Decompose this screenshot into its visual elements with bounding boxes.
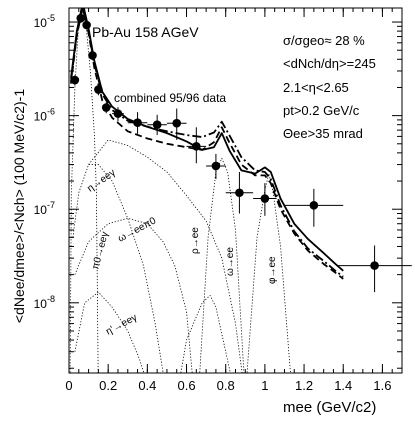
curve-dotted-6 — [74, 291, 145, 373]
y-tick-label: 10-5 — [34, 13, 55, 30]
omega-label: ω→ee — [225, 247, 236, 276]
pt-cut-label: pt>0.2 GeV/c — [283, 103, 360, 118]
x-tick-label: 1 — [261, 378, 268, 393]
phi-label: φ→ee — [267, 256, 278, 284]
curve-solid-0 — [70, 8, 344, 272]
multiplicity-label: <dNch/dη>=245 — [283, 56, 376, 71]
curve-dotted-9 — [199, 157, 245, 373]
curve-dotted-10 — [246, 173, 291, 373]
x-tick-label: 0.8 — [217, 378, 235, 393]
x-tick-label: 1.4 — [334, 378, 352, 393]
data-point — [101, 102, 111, 114]
x-axis-label: mee (GeV/c2) — [283, 399, 376, 416]
data-point — [127, 112, 148, 134]
x-tick-label: 0.4 — [138, 378, 156, 393]
data-point — [94, 84, 103, 96]
x-tick-label: 1.6 — [373, 378, 391, 393]
y-tick-label: 10-7 — [34, 200, 55, 217]
data-point — [206, 153, 226, 180]
curve-dashed-1 — [70, 8, 344, 280]
curve-dashdot-2 — [70, 8, 344, 278]
curve-dotted-4 — [72, 164, 164, 373]
data-points — [70, 13, 412, 293]
y-tick-label: 10-8 — [34, 294, 55, 311]
eta-range-label: 2.1<η<2.65 — [283, 80, 349, 95]
x-tick-label: 0 — [65, 378, 72, 393]
data-point — [88, 51, 97, 61]
data-point — [147, 114, 167, 136]
y-axis-label: <dNee/dmee>/<Nch> (100 MeV/c2)-1 — [11, 89, 27, 323]
curve-dotted-5 — [74, 217, 193, 373]
system-label: Pb-Au 158 AGeV — [92, 24, 199, 40]
x-tick-label: 0.2 — [99, 378, 117, 393]
data-point — [112, 107, 124, 122]
angle-cut-label: Θee>35 mrad — [283, 126, 363, 141]
data-point — [253, 183, 277, 216]
data-point — [337, 245, 412, 293]
x-tick-label: 0.6 — [177, 378, 195, 393]
dataset-label: combined 95/96 data — [114, 91, 226, 105]
data-point — [284, 188, 344, 227]
data-point — [166, 108, 187, 140]
curve-dotted-7 — [88, 139, 243, 373]
data-point — [225, 171, 254, 214]
axis-ticks: 0 0.2 0.4 0.6 0.8 1 1.2 1.4 1.6 10-8 10-7 10-6 10-5 — [34, 8, 403, 393]
y-tick-label: 10-6 — [34, 107, 55, 124]
data-point — [76, 13, 86, 23]
data-point — [70, 75, 80, 86]
data-point — [82, 20, 91, 30]
data-point — [186, 127, 207, 164]
centrality-label: σ/σgeo≈ 28 % — [283, 33, 365, 48]
rho-label: ρ→ee — [190, 227, 201, 254]
curve-dotted-8 — [180, 295, 231, 373]
x-tick-label: 1.2 — [295, 378, 313, 393]
model-curves — [69, 8, 344, 373]
